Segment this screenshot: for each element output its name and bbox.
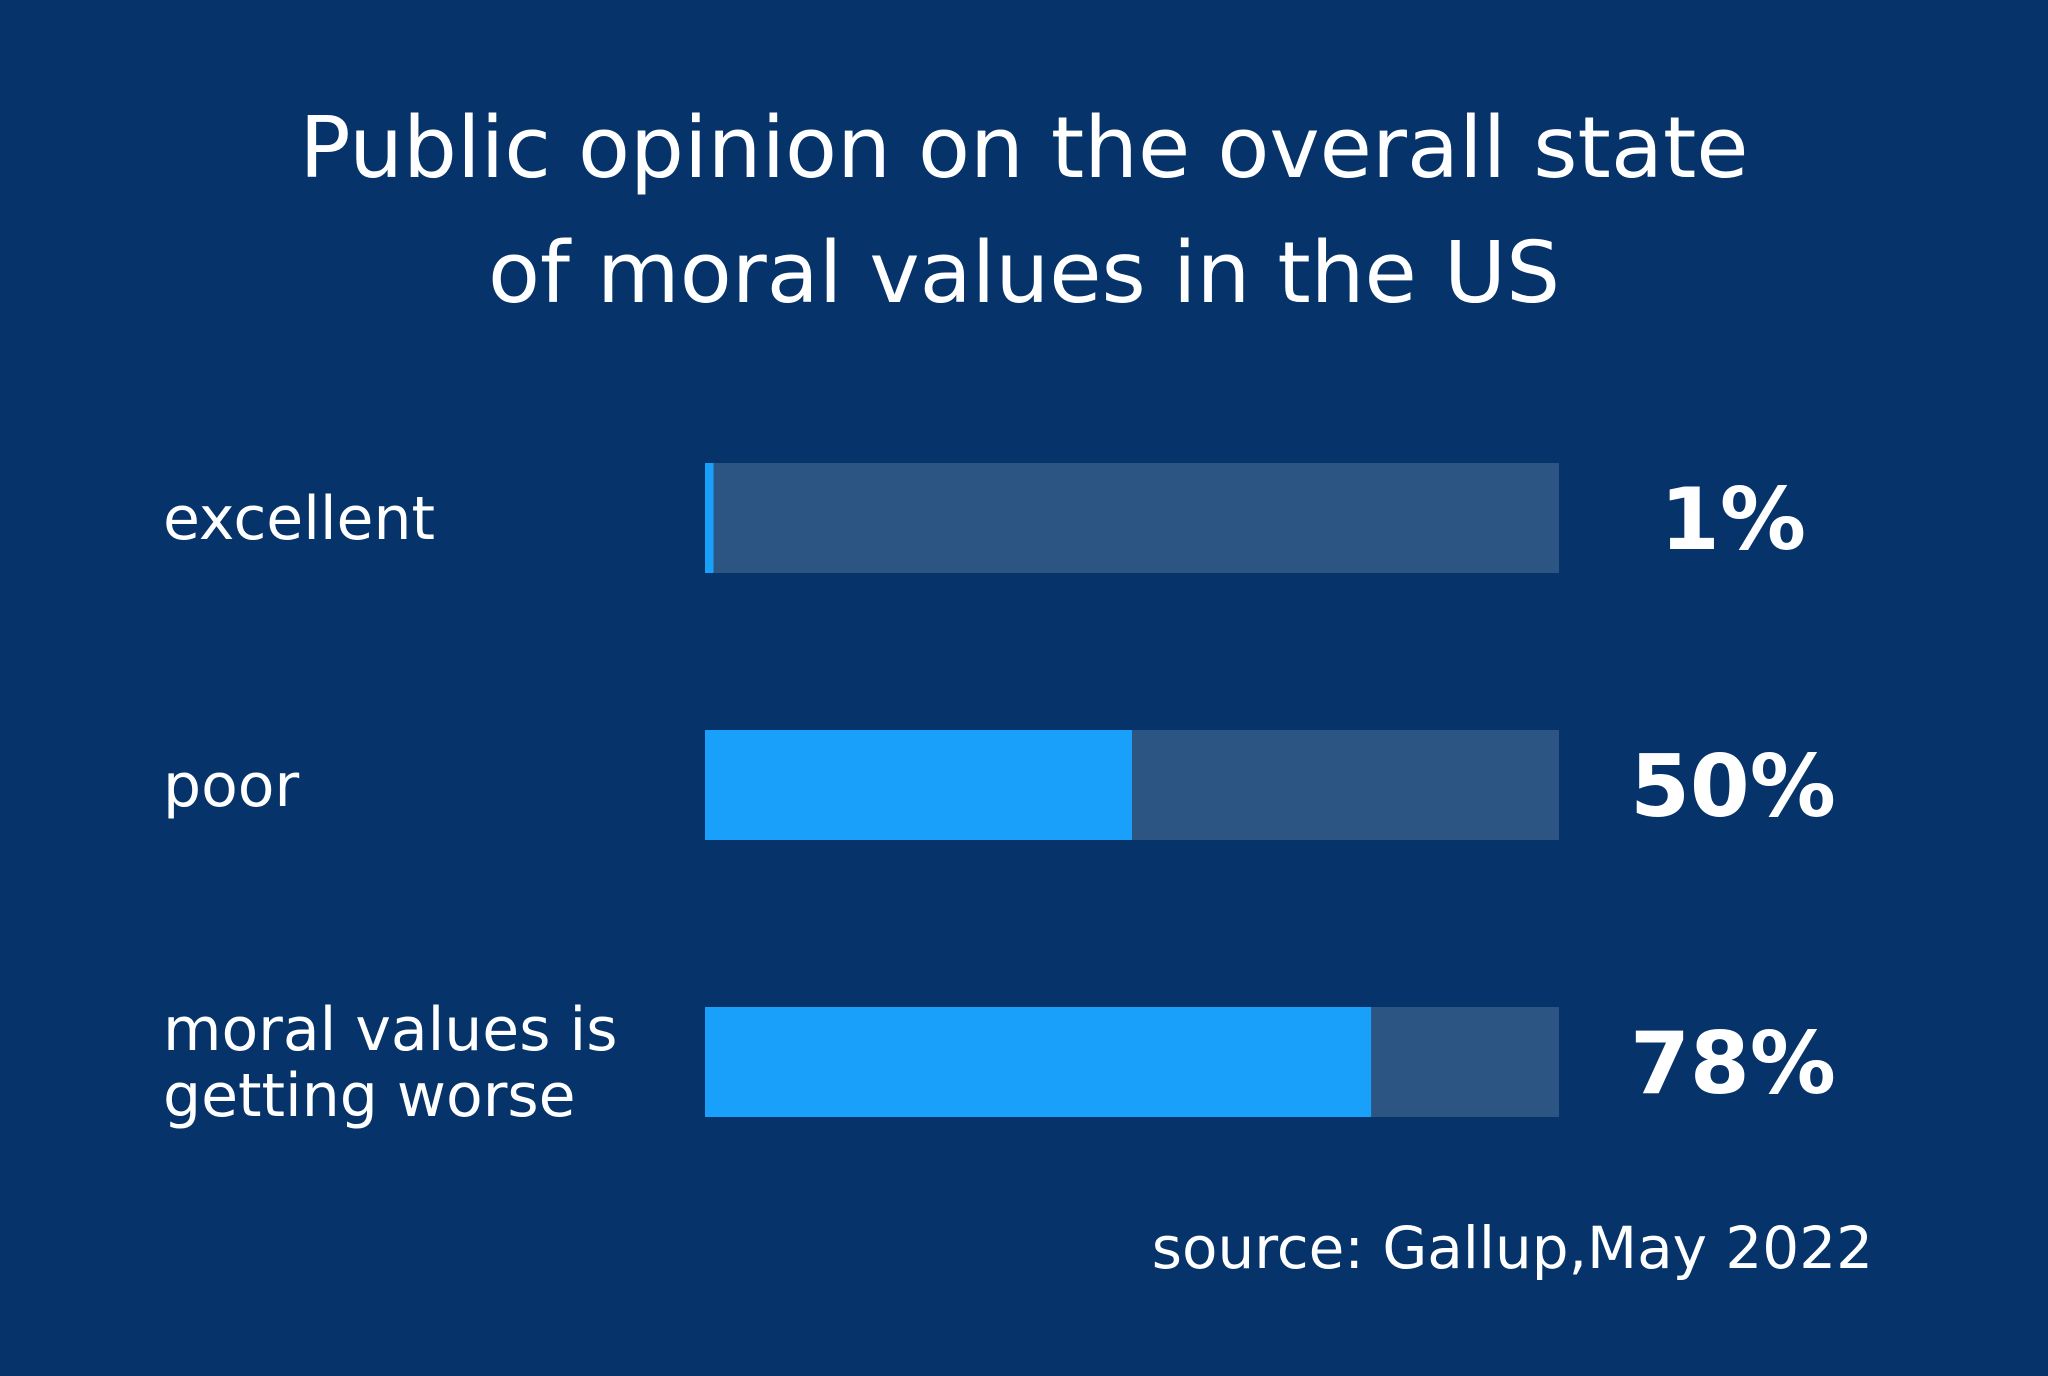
category-label: getting worse <box>163 1061 576 1131</box>
chart-title-line-1: Public opinion on the overall state <box>299 99 1748 198</box>
bar <box>705 730 1132 840</box>
value-label: 50% <box>1630 737 1836 837</box>
bar <box>705 1007 1372 1117</box>
chart-title-line-2: of moral values in the US <box>488 224 1560 323</box>
source-note: source: Gallup,May 2022 <box>1152 1214 1873 1282</box>
bar-track <box>705 463 1559 573</box>
bar <box>705 463 714 573</box>
value-label: 1% <box>1660 470 1806 570</box>
value-label: 78% <box>1630 1014 1836 1114</box>
bar-group: excellent 1% poor 50% moral values isgetting… <box>163 463 1836 1131</box>
category-label: poor <box>163 751 300 821</box>
category-label: moral values is <box>163 995 617 1065</box>
category-label: excellent <box>163 484 435 554</box>
